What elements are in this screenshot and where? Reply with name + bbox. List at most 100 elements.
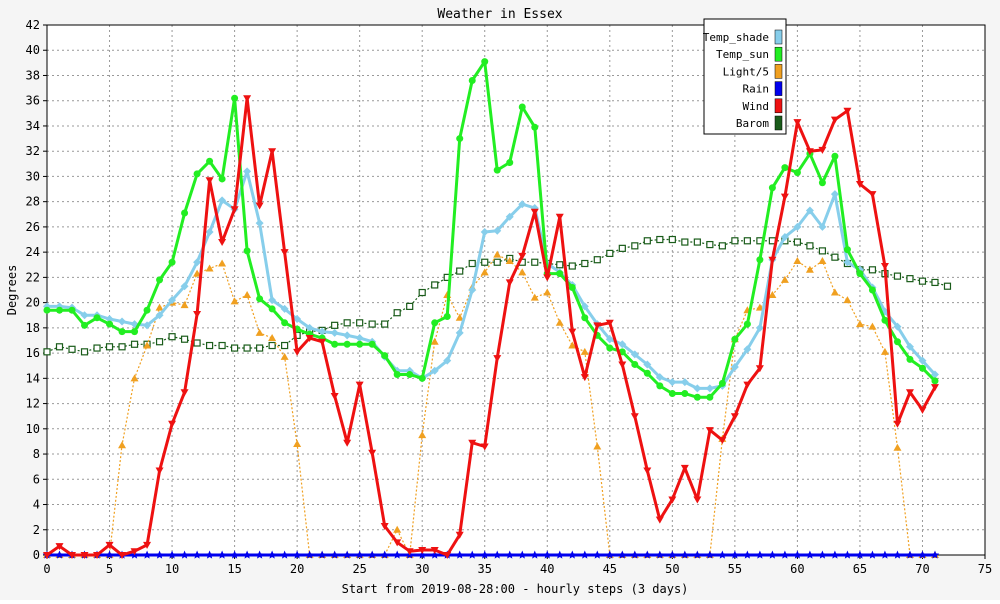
data-point-barom: [831, 253, 839, 261]
data-point-rain: [730, 550, 740, 559]
data-point-rain: [555, 550, 565, 559]
data-point-wind: [705, 427, 714, 435]
data-point-wind: [393, 539, 402, 547]
x-tick-label: 50: [665, 562, 679, 576]
data-point-temp-sun: [56, 306, 64, 314]
data-point-rain: [530, 550, 539, 559]
data-point-light-5: [243, 291, 252, 299]
data-point-light-5: [393, 525, 402, 533]
data-point-barom: [93, 344, 101, 352]
data-point-barom: [80, 348, 89, 356]
data-point-barom: [481, 258, 489, 266]
data-point-barom: [618, 244, 626, 252]
data-point-wind: [555, 213, 564, 221]
data-point-temp-sun: [506, 159, 514, 167]
data-point-wind: [868, 191, 877, 199]
data-point-temp-sun: [493, 166, 501, 174]
data-point-barom: [818, 247, 827, 255]
data-point-temp-sun: [368, 340, 376, 348]
data-point-rain: [868, 550, 877, 559]
series-barom: [43, 235, 952, 356]
data-point-rain: [55, 550, 64, 559]
data-point-rain: [330, 550, 339, 559]
data-point-barom: [806, 242, 814, 250]
data-point-rain: [205, 550, 214, 559]
data-point-light-5: [430, 337, 439, 345]
data-point-wind: [305, 334, 314, 342]
data-point-temp-shade: [318, 327, 327, 336]
data-point-light-5: [493, 250, 502, 258]
x-tick-label: 35: [478, 562, 492, 576]
data-point-temp-sun: [643, 369, 651, 377]
y-axis-label: Degrees: [5, 265, 19, 316]
data-point-wind: [368, 449, 377, 457]
data-point-rain: [305, 550, 314, 559]
data-point-wind: [118, 552, 127, 559]
y-tick-label: 8: [33, 447, 40, 461]
data-point-temp-sun: [256, 295, 264, 303]
data-point-temp-sun: [343, 340, 351, 348]
data-point-rain: [718, 550, 727, 559]
data-point-light-5: [130, 374, 139, 382]
data-point-temp-sun: [381, 352, 389, 360]
data-point-barom: [906, 275, 914, 283]
data-point-wind: [168, 420, 177, 428]
data-point-light-5: [480, 268, 489, 276]
x-tick-label: 0: [43, 562, 50, 576]
data-point-rain: [793, 550, 802, 559]
data-point-temp-sun: [868, 286, 876, 294]
data-point-temp-shade: [293, 315, 302, 324]
data-point-wind: [55, 543, 64, 551]
data-point-rain: [217, 550, 227, 559]
data-point-barom: [793, 238, 802, 246]
data-point-wind: [355, 381, 364, 389]
data-point-temp-shade: [893, 322, 902, 331]
data-point-temp-sun: [118, 328, 126, 336]
data-point-rain: [543, 550, 552, 559]
data-point-rain: [580, 550, 590, 559]
data-point-light-5: [843, 296, 852, 304]
legend-box: [703, 18, 787, 135]
y-tick-label: 10: [26, 422, 40, 436]
data-point-barom: [218, 341, 226, 350]
data-point-light-5: [830, 288, 839, 296]
data-point-wind: [518, 252, 527, 260]
data-point-temp-sun: [731, 335, 739, 343]
y-tick-label: 16: [26, 346, 40, 360]
data-point-temp-sun: [793, 169, 801, 177]
data-point-wind: [605, 319, 614, 327]
y-tick-label: 40: [26, 43, 40, 57]
data-point-temp-sun: [893, 338, 901, 346]
data-point-light-5: [868, 322, 877, 330]
data-point-temp-shade: [780, 233, 789, 241]
y-tick-label: 26: [26, 220, 40, 234]
data-point-wind: [443, 552, 452, 559]
grid: [47, 25, 985, 555]
data-point-rain: [255, 550, 264, 559]
data-point-rain: [105, 550, 114, 559]
x-tick-label: 10: [165, 562, 179, 576]
data-point-wind: [468, 439, 477, 447]
data-point-wind: [505, 279, 514, 287]
data-point-wind: [230, 206, 239, 214]
data-point-temp-shade: [443, 356, 452, 365]
data-point-light-5: [780, 275, 789, 283]
data-point-temp-shade: [468, 286, 477, 294]
data-point-temp-sun: [818, 179, 826, 187]
data-point-light-5: [880, 347, 889, 355]
data-point-temp-shade: [705, 384, 714, 393]
data-point-temp-shade: [155, 311, 164, 320]
data-point-wind: [155, 467, 164, 475]
data-point-wind: [568, 328, 577, 336]
data-point-light-5: [530, 293, 539, 301]
data-point-rain: [392, 550, 402, 559]
data-point-wind: [330, 393, 339, 400]
data-point-temp-shade: [330, 328, 339, 337]
data-point-temp-sun: [93, 314, 101, 322]
data-point-barom: [693, 238, 701, 246]
data-point-barom: [431, 281, 439, 289]
data-point-temp-shade: [268, 296, 277, 305]
legend-label-temp-sun: Temp_sun: [716, 48, 769, 61]
data-point-temp-sun: [906, 355, 914, 363]
data-point-temp-shade: [755, 323, 764, 332]
